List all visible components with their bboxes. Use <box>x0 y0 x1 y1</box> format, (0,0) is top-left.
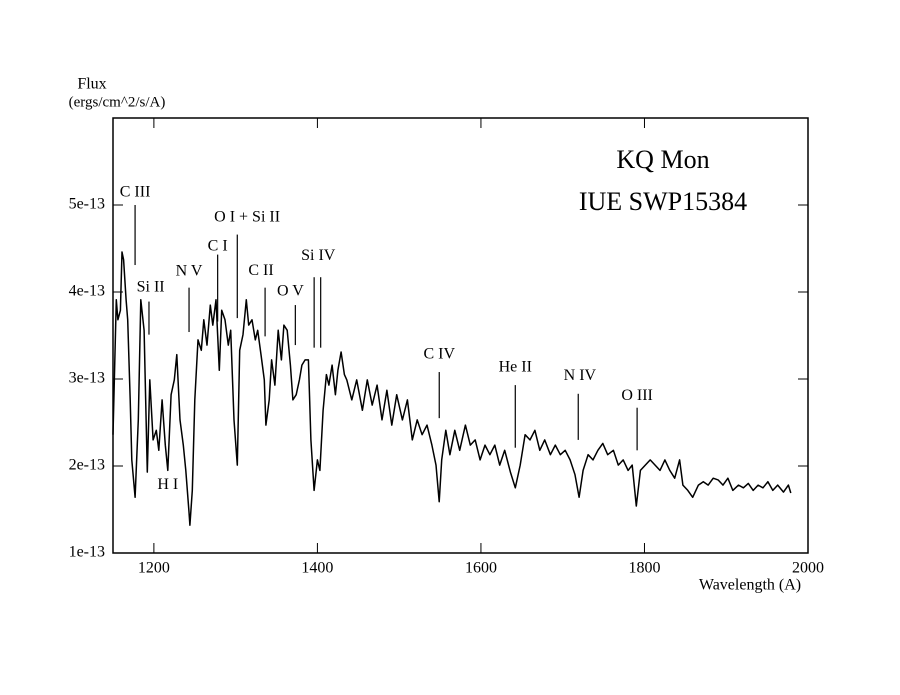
line-id-label: C III <box>120 183 151 200</box>
y-tick-label: 2e-13 <box>69 457 105 474</box>
x-tick-label: 1200 <box>138 560 170 577</box>
line-id-label: H I <box>157 476 178 493</box>
y-tick-label: 4e-13 <box>69 283 105 300</box>
line-id-label: N IV <box>564 367 597 384</box>
chart-subtitle: IUE SWP15384 <box>579 187 747 216</box>
x-tick-label: 1400 <box>301 560 333 577</box>
line-id-label: N V <box>176 263 203 280</box>
x-tick-label: 1800 <box>628 560 660 577</box>
line-id-label: He II <box>499 358 532 375</box>
chart-title: KQ Mon <box>616 145 709 174</box>
line-id-label: O V <box>277 283 304 300</box>
x-tick-label: 2000 <box>792 560 824 577</box>
x-tick-label: 1600 <box>465 560 497 577</box>
line-id-label: Si II <box>137 278 165 295</box>
line-id-label: C IV <box>423 345 455 362</box>
line-id-label: O I + Si II <box>214 209 280 226</box>
line-id-label: C II <box>248 262 273 279</box>
y-tick-label: 1e-13 <box>69 544 105 561</box>
line-id-label: O III <box>621 387 653 404</box>
y-axis-units: (ergs/cm^2/s/A) <box>69 94 166 110</box>
x-axis-label: Wavelength (A) <box>699 577 801 594</box>
spectrum-line <box>112 251 792 526</box>
y-tick-label: 3e-13 <box>69 370 105 387</box>
y-tick-label: 5e-13 <box>69 196 105 213</box>
line-id-label: Si IV <box>301 247 336 264</box>
y-axis-label: Flux <box>77 76 106 93</box>
line-id-label: C I <box>208 237 228 254</box>
plot-frame <box>112 117 809 554</box>
